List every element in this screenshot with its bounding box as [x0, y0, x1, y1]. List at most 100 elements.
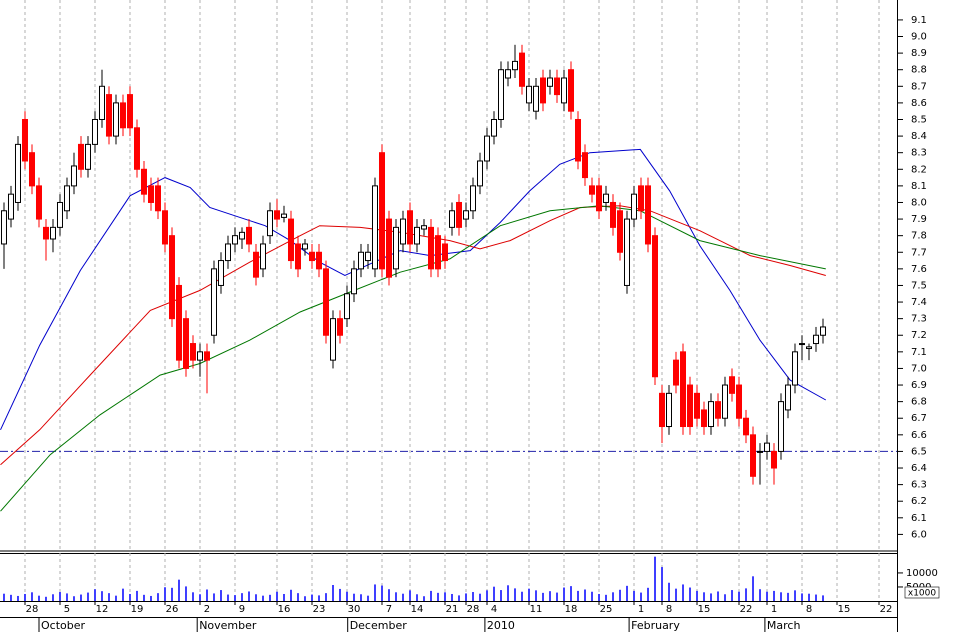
volume-bar: [542, 592, 544, 601]
volume-bar: [178, 579, 180, 601]
volume-bar: [514, 588, 516, 601]
volume-bar: [304, 596, 306, 601]
x-tick-label: 5: [64, 604, 70, 615]
candle-body: [820, 326, 827, 336]
candle-body: [238, 231, 245, 240]
volume-bar: [17, 595, 19, 601]
candle-body: [147, 185, 154, 203]
y-tick-label: 7.1: [911, 347, 927, 358]
x-tick-label: 28: [26, 604, 39, 615]
candle-body: [0, 210, 7, 245]
volume-tick-label: 10000: [906, 568, 938, 579]
volume-bar: [339, 588, 341, 601]
volume-bar: [45, 596, 47, 601]
volume-bar: [262, 595, 264, 601]
volume-bar: [318, 595, 320, 601]
candle-body: [722, 384, 729, 419]
candle-body: [547, 77, 554, 87]
month-label: February: [631, 619, 680, 632]
volume-bar: [801, 593, 803, 601]
candle-body: [582, 152, 589, 179]
candle-body: [371, 185, 378, 270]
y-tick-label: 6.8: [911, 397, 927, 408]
y-tick-label: 6.2: [911, 496, 927, 507]
volume-bar: [668, 582, 670, 601]
volume-bar: [332, 585, 334, 601]
volume-bar: [654, 556, 656, 601]
x-tick-label: 26: [166, 604, 179, 615]
candle-body: [694, 392, 701, 419]
volume-bar: [360, 594, 362, 601]
x-tick-label: 2: [204, 604, 210, 615]
candle-body: [210, 268, 217, 336]
x-tick-label: 22: [880, 604, 893, 615]
candle-body: [470, 185, 477, 212]
candle-body: [799, 343, 806, 346]
volume-bar: [164, 587, 166, 601]
y-tick-label: 8.9: [911, 48, 927, 59]
volume-bar: [276, 591, 278, 601]
candle-body: [168, 235, 175, 320]
x-tick-label: 21: [446, 604, 459, 615]
candle-body: [133, 127, 140, 170]
y-tick-label: 8.1: [911, 181, 927, 192]
moving-average-line: [0, 205, 826, 466]
candle-body: [427, 226, 434, 270]
volume-bar: [731, 590, 733, 601]
candle-body: [70, 165, 77, 187]
volume-bar: [108, 593, 110, 601]
price-plot: [0, 44, 897, 512]
volume-bar: [612, 592, 614, 601]
candle-body: [736, 384, 743, 419]
candle-body: [512, 60, 519, 71]
candle-body: [631, 193, 638, 220]
volume-bar: [556, 592, 558, 601]
x-tick-label: 16: [278, 604, 291, 615]
volume-bar: [451, 593, 453, 601]
x-tick-label: 8: [666, 604, 672, 615]
x-tick-label: 9: [239, 604, 245, 615]
candle-body: [785, 384, 792, 411]
x-tick-label: 19: [131, 604, 144, 615]
y-tick-label: 6.9: [911, 380, 927, 391]
y-tick-label: 7.5: [911, 280, 927, 291]
x-tick-label: 4: [491, 604, 497, 615]
month-label: March: [767, 619, 801, 632]
volume-bar: [80, 594, 82, 601]
candle-body: [49, 226, 56, 240]
candle-body: [315, 251, 322, 270]
candle-body: [413, 226, 420, 245]
volume-bar: [192, 592, 194, 601]
y-tick-label: 8.5: [911, 114, 927, 125]
y-tick-label: 6.4: [911, 463, 927, 474]
x-tick-label: 18: [565, 604, 578, 615]
x-tick-label: 11: [530, 604, 543, 615]
moving-average-line: [0, 148, 827, 431]
volume-bar: [507, 585, 509, 601]
candle-body: [350, 268, 357, 295]
volume-bar: [458, 595, 460, 601]
volume-bar: [605, 594, 607, 601]
volume-bar: [808, 593, 810, 601]
volume-bar: [73, 596, 75, 601]
volume-bar: [101, 591, 103, 601]
volume-bar: [374, 584, 376, 601]
volume-bar: [283, 593, 285, 601]
volume-bar: [115, 595, 117, 601]
volume-bar: [409, 590, 411, 601]
volume-bar: [787, 592, 789, 601]
candle-body: [708, 401, 715, 428]
candle-body: [533, 85, 540, 112]
volume-bar: [52, 594, 54, 601]
x-tick-label: 28: [467, 604, 480, 615]
candle-body: [14, 143, 21, 203]
candle-body: [266, 210, 273, 237]
volume-bar: [38, 595, 40, 601]
volume-bar: [395, 592, 397, 601]
volume-bar: [3, 593, 5, 601]
volume-bar: [689, 587, 691, 601]
candle-body: [21, 118, 28, 162]
candle-body: [259, 243, 266, 270]
volume-bar: [745, 588, 747, 601]
volume-bar: [24, 593, 26, 601]
